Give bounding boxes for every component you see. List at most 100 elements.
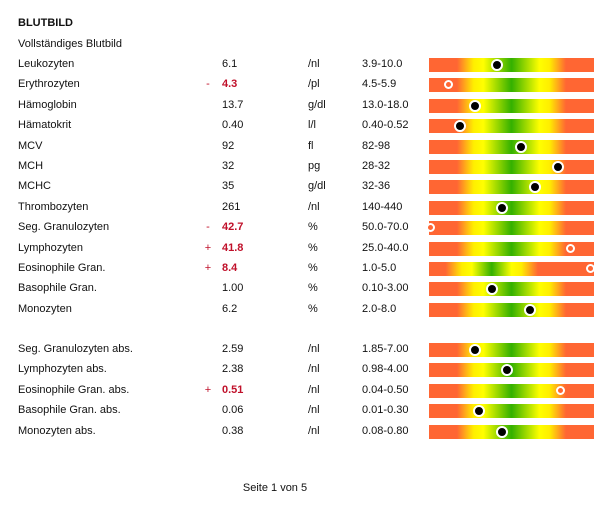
value-marker [485, 283, 498, 296]
reference-range: 82-98 [362, 139, 391, 152]
test-name: Lymphozyten [18, 241, 84, 254]
test-name: Monozyten abs. [18, 424, 96, 437]
abnormal-flag: + [204, 241, 212, 254]
test-value: 261 [222, 200, 241, 213]
result-row: Basophile Gran. 1.00% 0.10-3.00 [0, 279, 611, 299]
result-row: Lymphozyten abs. 2.38/nl 0.98-4.00 [0, 360, 611, 380]
test-name: Seg. Granulozyten abs. [18, 343, 133, 355]
test-value: 1.00 [222, 282, 244, 295]
test-unit: /pl [308, 78, 320, 91]
result-row: Thrombozyten 261/nl 140-440 [0, 198, 611, 218]
range-bar [429, 200, 594, 215]
test-value: 6.2 [222, 302, 238, 315]
test-unit: % [308, 302, 318, 315]
test-value: 0.06 [222, 404, 244, 417]
reference-range: 0.04-0.50 [362, 383, 409, 396]
test-unit: g/dl [308, 180, 326, 193]
value-marker [425, 223, 435, 233]
range-bar [429, 159, 594, 174]
test-name: Lymphozyten abs. [18, 363, 107, 376]
reference-range: 0.08-0.80 [362, 424, 409, 437]
value-marker [585, 263, 595, 273]
test-name: Basophile Gran. abs. [18, 404, 121, 417]
range-bar [429, 241, 594, 256]
range-bar [429, 424, 594, 439]
section-subtitle: Vollständiges Blutbild [18, 38, 122, 50]
value-marker [495, 425, 508, 438]
result-row: Eosinophile Gran. +8.4% 1.0-5.0 [0, 259, 611, 279]
test-name: Erythrozyten [18, 78, 80, 91]
test-value: 0.51 [222, 383, 244, 396]
result-row: Monozyten abs. 0.38/nl 0.08-0.80 [0, 422, 611, 442]
range-bar [429, 58, 594, 72]
value-marker [528, 181, 541, 194]
test-value: 0.38 [222, 424, 244, 437]
value-marker [523, 303, 536, 316]
value-marker [472, 405, 485, 418]
reference-range: 0.98-4.00 [362, 363, 409, 376]
reference-range: 0.01-0.30 [362, 404, 409, 417]
value-marker [469, 99, 482, 112]
result-row: Monozyten 6.2% 2.0-8.0 [0, 300, 611, 320]
reference-range: 4.5-5.9 [362, 78, 397, 91]
reference-range: 2.0-8.0 [362, 302, 397, 315]
reference-range: 13.0-18.0 [362, 98, 409, 111]
reference-range: 25.0-40.0 [362, 241, 409, 254]
test-value: 41.8 [222, 241, 244, 254]
test-name: Eosinophile Gran. [18, 261, 106, 274]
test-unit: /nl [308, 383, 320, 396]
range-bar [429, 98, 594, 113]
abnormal-flag: - [206, 221, 210, 234]
result-row: Eosinophile Gran. abs. +0.51/nl 0.04-0.50 [0, 381, 611, 401]
test-value: 2.38 [222, 363, 244, 376]
range-bar [429, 119, 594, 134]
test-value: 4.3 [222, 78, 238, 91]
result-row: Erythrozyten -4.3/pl 4.5-5.9 [0, 75, 611, 95]
test-name: Seg. Granulozyten [18, 221, 110, 234]
test-unit: pg [308, 159, 321, 172]
test-value: 2.59 [222, 343, 244, 355]
test-name: Basophile Gran. [18, 282, 97, 295]
range-bar [429, 302, 594, 317]
range-bar [429, 261, 595, 276]
range-bar [429, 139, 594, 154]
result-row: MCH 32 pg 28-32 [0, 157, 611, 177]
abnormal-flag: + [204, 261, 212, 274]
value-marker [556, 385, 565, 395]
range-bar [429, 180, 594, 195]
test-value: 0.40 [222, 119, 244, 132]
value-marker [443, 80, 453, 90]
value-marker [454, 120, 467, 133]
absolute-count-group: Seg. Granulozyten abs. 2.59/nl 1.85-7.00 Ly… [0, 340, 611, 442]
abnormal-flag: - [206, 78, 210, 91]
test-value: 32 [222, 159, 235, 172]
test-unit: % [308, 261, 318, 274]
test-name: MCHC [18, 180, 51, 193]
page-number: Seite 1 von 5 [242, 482, 308, 494]
test-value: 6.1 [222, 58, 238, 70]
test-name: Eosinophile Gran. abs. [18, 383, 130, 396]
reference-range: 28-32 [362, 159, 391, 172]
reference-range: 140-440 [362, 200, 403, 213]
range-bar [429, 363, 594, 378]
value-marker [515, 140, 528, 153]
test-value: 92 [222, 139, 235, 152]
test-unit: % [308, 241, 318, 254]
test-unit: % [308, 282, 318, 295]
reference-range: 3.9-10.0 [362, 58, 403, 70]
test-unit: /nl [308, 363, 320, 376]
value-marker [469, 344, 482, 356]
test-unit: /nl [308, 58, 320, 70]
result-row: Lymphozyten +41.8% 25.0-40.0 [0, 239, 611, 259]
result-row: Hämoglobin 13.7 g/dl 13.0-18.0 [0, 96, 611, 116]
range-bar [429, 404, 594, 419]
value-marker [565, 243, 575, 253]
range-bar [429, 78, 594, 93]
range-bar [429, 343, 594, 357]
test-name: Hämoglobin [18, 98, 77, 111]
range-bar [429, 282, 594, 297]
result-row: Basophile Gran. abs. 0.06/nl 0.01-0.30 [0, 401, 611, 421]
test-unit: % [308, 221, 318, 234]
test-name: MCH [18, 159, 44, 172]
